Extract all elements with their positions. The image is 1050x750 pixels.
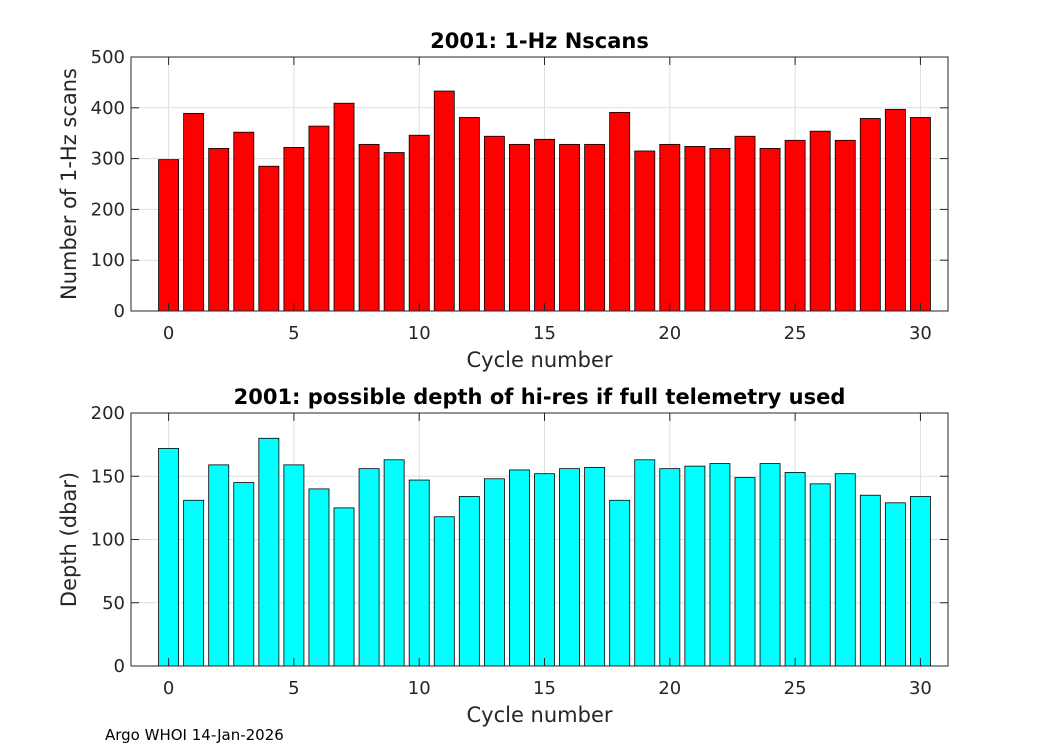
bar (734, 135, 756, 312)
bar (910, 117, 931, 312)
y-tick-label: 150 (91, 466, 125, 487)
bar (809, 130, 831, 312)
bar (433, 90, 455, 312)
bar (859, 494, 881, 667)
y-axis-label: Number of 1-Hz scans (57, 68, 81, 300)
bar (834, 473, 856, 667)
bar (283, 147, 305, 312)
chart-title: 2001: possible depth of hi-res if full t… (234, 385, 846, 409)
bar (483, 135, 505, 312)
bar (308, 488, 330, 667)
y-axis-label: Depth (dbar) (57, 472, 81, 607)
y-tick-label: 100 (91, 530, 125, 551)
bar (659, 143, 681, 312)
bar (258, 437, 280, 667)
bar (458, 117, 480, 312)
x-tick-label: 30 (909, 678, 932, 699)
y-tick-label: 300 (91, 149, 125, 170)
bar (483, 478, 505, 667)
bar (458, 496, 480, 667)
x-axis-label: Cycle number (466, 703, 612, 727)
bar (408, 479, 430, 667)
y-tick-label: 0 (114, 301, 125, 322)
bar (634, 150, 656, 312)
y-tick-label: 50 (102, 593, 125, 614)
x-tick-label: 0 (163, 323, 174, 344)
bar (584, 466, 606, 667)
bar (809, 483, 831, 667)
bar (509, 143, 530, 312)
bar (609, 111, 631, 312)
x-tick-label: 15 (533, 323, 556, 344)
bar (859, 118, 881, 312)
x-tick-label: 25 (784, 323, 807, 344)
bar (609, 499, 631, 667)
chart-title: 2001: 1-Hz Nscans (430, 29, 649, 53)
y-tick-label: 200 (91, 199, 125, 220)
axes-box (130, 56, 949, 312)
bar (684, 465, 706, 667)
bar (759, 148, 781, 312)
x-tick-label: 10 (408, 323, 431, 344)
bar (584, 143, 606, 312)
bar (734, 477, 756, 667)
bar (233, 131, 255, 312)
x-tick-label: 20 (658, 678, 681, 699)
x-tick-label: 25 (784, 678, 807, 699)
y-tick-label: 200 (91, 403, 125, 424)
bar (884, 108, 906, 312)
x-tick-label: 20 (658, 323, 681, 344)
bar (534, 473, 555, 667)
bar (258, 165, 280, 312)
bar (634, 459, 656, 667)
bar (834, 139, 856, 312)
bar (358, 143, 380, 312)
x-tick-label: 15 (533, 678, 556, 699)
x-tick-label: 0 (163, 678, 174, 699)
bar (358, 468, 380, 667)
bar (383, 459, 405, 667)
bar (383, 152, 405, 312)
bar (233, 482, 255, 667)
bar (784, 472, 806, 667)
x-tick-label: 5 (288, 678, 299, 699)
bar (759, 463, 781, 667)
bar (308, 125, 330, 312)
bar (509, 469, 530, 667)
bar (183, 499, 205, 667)
x-tick-label: 30 (909, 323, 932, 344)
bar (684, 146, 706, 312)
bar (208, 148, 230, 312)
bar (158, 448, 180, 667)
bar (208, 464, 230, 667)
bar (784, 139, 806, 312)
footer-credit: Argo WHOI 14-Jan-2026 (105, 726, 284, 744)
bar (709, 463, 731, 667)
bar (659, 468, 681, 667)
y-tick-label: 500 (91, 47, 125, 68)
y-tick-label: 100 (91, 250, 125, 271)
bar (534, 138, 555, 312)
y-tick-label: 400 (91, 98, 125, 119)
x-tick-label: 5 (288, 323, 299, 344)
bar (158, 159, 180, 312)
bar (559, 468, 580, 667)
bar (559, 143, 580, 312)
bar (884, 502, 906, 667)
x-tick-label: 10 (408, 678, 431, 699)
bar (333, 102, 355, 312)
x-axis-label: Cycle number (466, 348, 612, 372)
chart-depth: 0 5 10 15 20 25 30 0 50 100 150 200 2001: possible d… (57, 385, 949, 727)
bar (433, 516, 455, 667)
bar (408, 134, 430, 312)
bar (333, 507, 355, 667)
bar (910, 496, 931, 667)
y-tick-label: 0 (114, 656, 125, 677)
bar (709, 148, 731, 312)
bar (283, 464, 305, 667)
bar (183, 112, 205, 312)
